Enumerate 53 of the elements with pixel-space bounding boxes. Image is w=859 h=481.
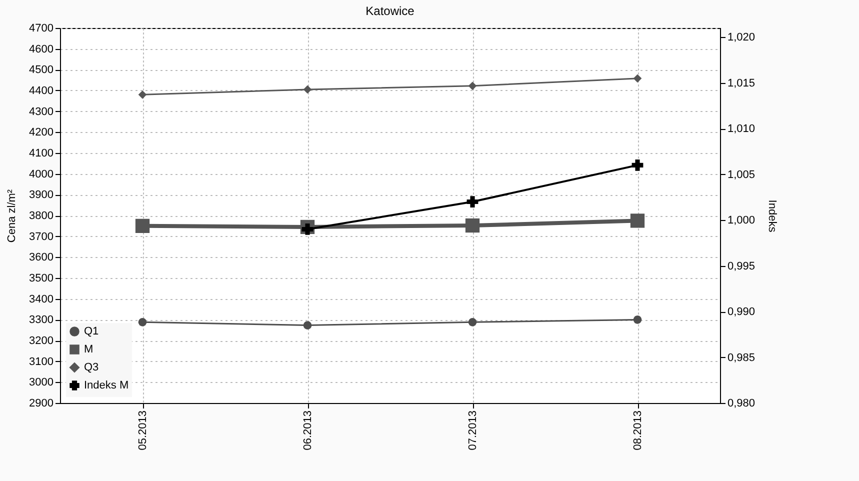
y-tick-label: 4600 (29, 43, 54, 56)
point (466, 196, 478, 208)
chart-title: Katowice (366, 4, 415, 18)
y-tick-label: 4100 (29, 148, 54, 160)
y2-tick-label: 1,000 (728, 214, 756, 227)
point (633, 315, 642, 324)
y-tick-label: 3600 (29, 252, 54, 264)
y-tick-label: 4200 (29, 126, 54, 139)
point (135, 218, 150, 233)
point (630, 214, 645, 228)
x-tick-label: 07.2013 (467, 410, 479, 450)
point (138, 90, 147, 99)
y2-tick-label: 1,010 (728, 123, 756, 136)
y-tick-label: 3500 (29, 272, 54, 284)
y-tick-label: 3200 (29, 335, 54, 347)
x-tick-label: 05.2013 (137, 410, 149, 450)
y-tick-label: 3800 (29, 210, 54, 222)
y2-tick-label: 0,980 (728, 398, 756, 410)
y-axis-title: Cena zl/m² (6, 189, 18, 243)
y2-tick-label: 1,005 (728, 168, 756, 181)
point (303, 85, 312, 94)
y-tick-label: 2900 (29, 398, 54, 410)
y-tick-label: 3400 (29, 293, 54, 306)
y2-tick-label: 0,990 (728, 306, 756, 318)
y-tick-label: 4300 (29, 106, 54, 118)
y-tick-label: 3300 (29, 314, 54, 326)
y-tick-label: 4000 (29, 168, 54, 180)
point (632, 159, 644, 171)
point (468, 82, 477, 90)
y-tick-label: 4500 (29, 64, 54, 76)
legend-label: M (84, 344, 94, 356)
point (303, 321, 312, 330)
point (465, 218, 480, 233)
x-tick-label: 08.2013 (632, 410, 644, 450)
legend-label: Indeks M (84, 380, 129, 392)
y2-tick-label: 1,015 (728, 77, 756, 90)
point (468, 318, 477, 326)
point (302, 224, 314, 235)
x-tick-label: 06.2013 (302, 410, 314, 450)
point (633, 74, 642, 83)
y-tick-label: 4700 (29, 22, 54, 34)
legend-label: Q3 (84, 362, 99, 374)
y-tick-label: 3900 (29, 189, 54, 202)
y-tick-label: 3000 (29, 376, 54, 389)
y2-tick-label: 0,985 (728, 352, 756, 364)
y2-axis-title: Indeks (766, 200, 778, 233)
y2-tick-label: 1,020 (728, 32, 756, 44)
y2-tick-label: 0,995 (728, 260, 756, 272)
point (138, 318, 147, 326)
y-tick-label: 4400 (29, 85, 54, 97)
y-tick-label: 3100 (29, 356, 54, 368)
y-tick-label: 3700 (29, 230, 54, 243)
legend-label: Q1 (84, 326, 99, 338)
